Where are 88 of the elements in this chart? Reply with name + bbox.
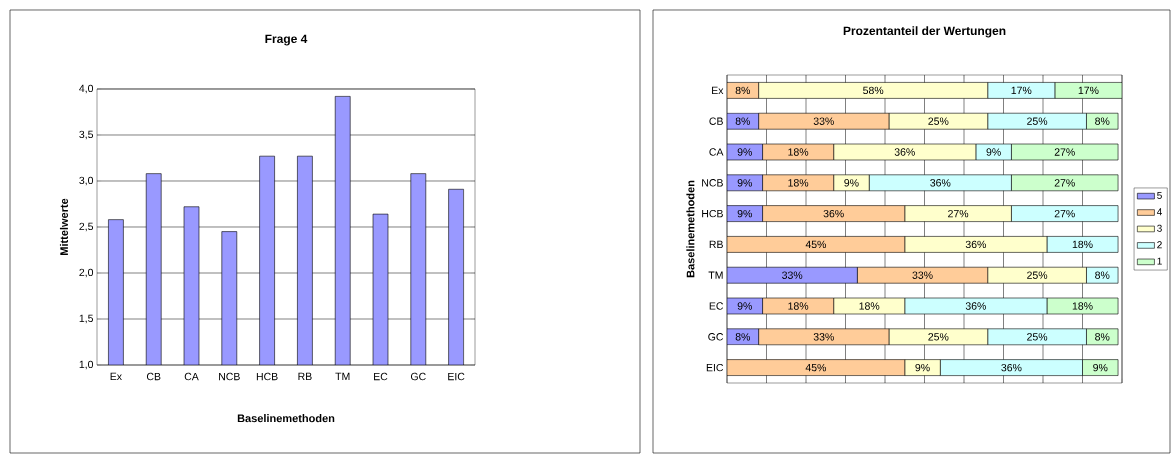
data-label: 36% [965,302,986,310]
bar [727,236,906,253]
data-label: 18% [1072,240,1093,249]
data-label: 27% [1054,148,1075,156]
data-label: 27% [948,209,969,218]
x-tick-label: RB [298,372,312,381]
chart-title: Prozentanteil der Wertungen [843,26,1006,38]
data-label: 17% [1011,86,1032,95]
x-tick-label: TM [335,372,350,381]
x-tick-label: CB [146,372,161,381]
data-label: 18% [1072,302,1093,310]
data-label: 9% [737,209,752,218]
data-label: 17% [1078,86,1099,95]
data-label: 8% [1095,271,1110,279]
x-tick-label: Ex [110,372,122,381]
y-tick-label: 2,0 [79,268,94,278]
bar [762,205,906,222]
chart-title: Frage 4 [265,34,308,46]
y-tick-label: GC [708,333,724,341]
data-label: 9% [737,179,752,187]
legend-label: 4 [1156,208,1162,216]
data-label: 9% [737,148,752,156]
x-tick-label: EIC [448,372,465,381]
data-label: 45% [805,240,827,249]
x-tick-label: NCB [219,372,240,381]
bar [758,328,890,346]
y-tick-label: CA [709,148,724,156]
y-tick-label: RB [709,240,723,249]
data-label: 25% [928,117,949,125]
y-tick-label: HCB [702,209,723,218]
y-tick-label: 3,0 [79,176,94,186]
data-label: 33% [782,271,803,279]
data-label: 18% [788,302,809,310]
x-tick-label: HCB [256,372,278,381]
data-label: 27% [1054,179,1075,187]
data-label: 33% [912,271,933,279]
y-tick-label: NCB [702,179,723,187]
data-label: 9% [986,148,1001,156]
data-label: 9% [844,179,859,187]
bar [727,359,906,376]
x-axis-title: Baselinemethoden [237,414,335,423]
y-tick-label: Ex [712,86,724,95]
y-axis-title: Mittelwerte [59,198,69,255]
y-tick-label: 4,0 [79,84,94,94]
legend-label: 5 [1157,191,1162,199]
data-label: 8% [735,86,751,95]
y-tick-label: EC [709,302,724,310]
bar [1011,174,1119,192]
y-tick-label: 1,5 [79,314,94,324]
y-tick-label: CB [709,117,723,125]
data-label: 18% [788,148,809,156]
data-label: 9% [915,363,930,372]
data-label: 25% [928,333,949,341]
legend-label: 2 [1157,241,1162,249]
data-label: 8% [735,333,751,341]
y-tick-label: EIC [706,363,724,372]
x-tick-label: GC [410,372,426,381]
y-tick-label: TM [708,271,723,279]
data-label: 18% [859,302,880,310]
y-tick-label: 3,5 [79,130,94,140]
data-label: 36% [1001,363,1022,372]
legend-label: 3 [1157,224,1162,232]
data-label: 9% [1093,363,1108,372]
data-label: 33% [813,333,834,341]
data-label: 45% [805,363,827,372]
data-label: 33% [813,117,834,125]
legend-label: 1 [1157,257,1162,265]
bar [857,266,989,284]
data-label: 8% [1095,117,1110,125]
data-label: 36% [894,148,915,156]
data-label: 58% [863,86,884,95]
data-label: 36% [930,179,951,187]
y-tick-label: 1,0 [79,360,94,370]
data-label: 25% [1027,333,1048,341]
data-label: 36% [823,209,844,218]
y-axis-title: Baselinemethoden [686,180,695,278]
data-label: 18% [788,179,809,187]
data-label: 25% [1027,271,1048,279]
data-label: 36% [965,240,986,249]
x-tick-label: EC [374,372,388,381]
data-label: 8% [1095,333,1110,341]
data-label: 8% [735,117,751,125]
data-label: 25% [1027,117,1048,125]
data-label: 27% [1054,209,1075,218]
x-tick-label: CA [184,372,199,381]
y-tick-label: 2,5 [79,222,94,232]
bar [758,112,890,130]
data-label: 9% [737,302,752,310]
